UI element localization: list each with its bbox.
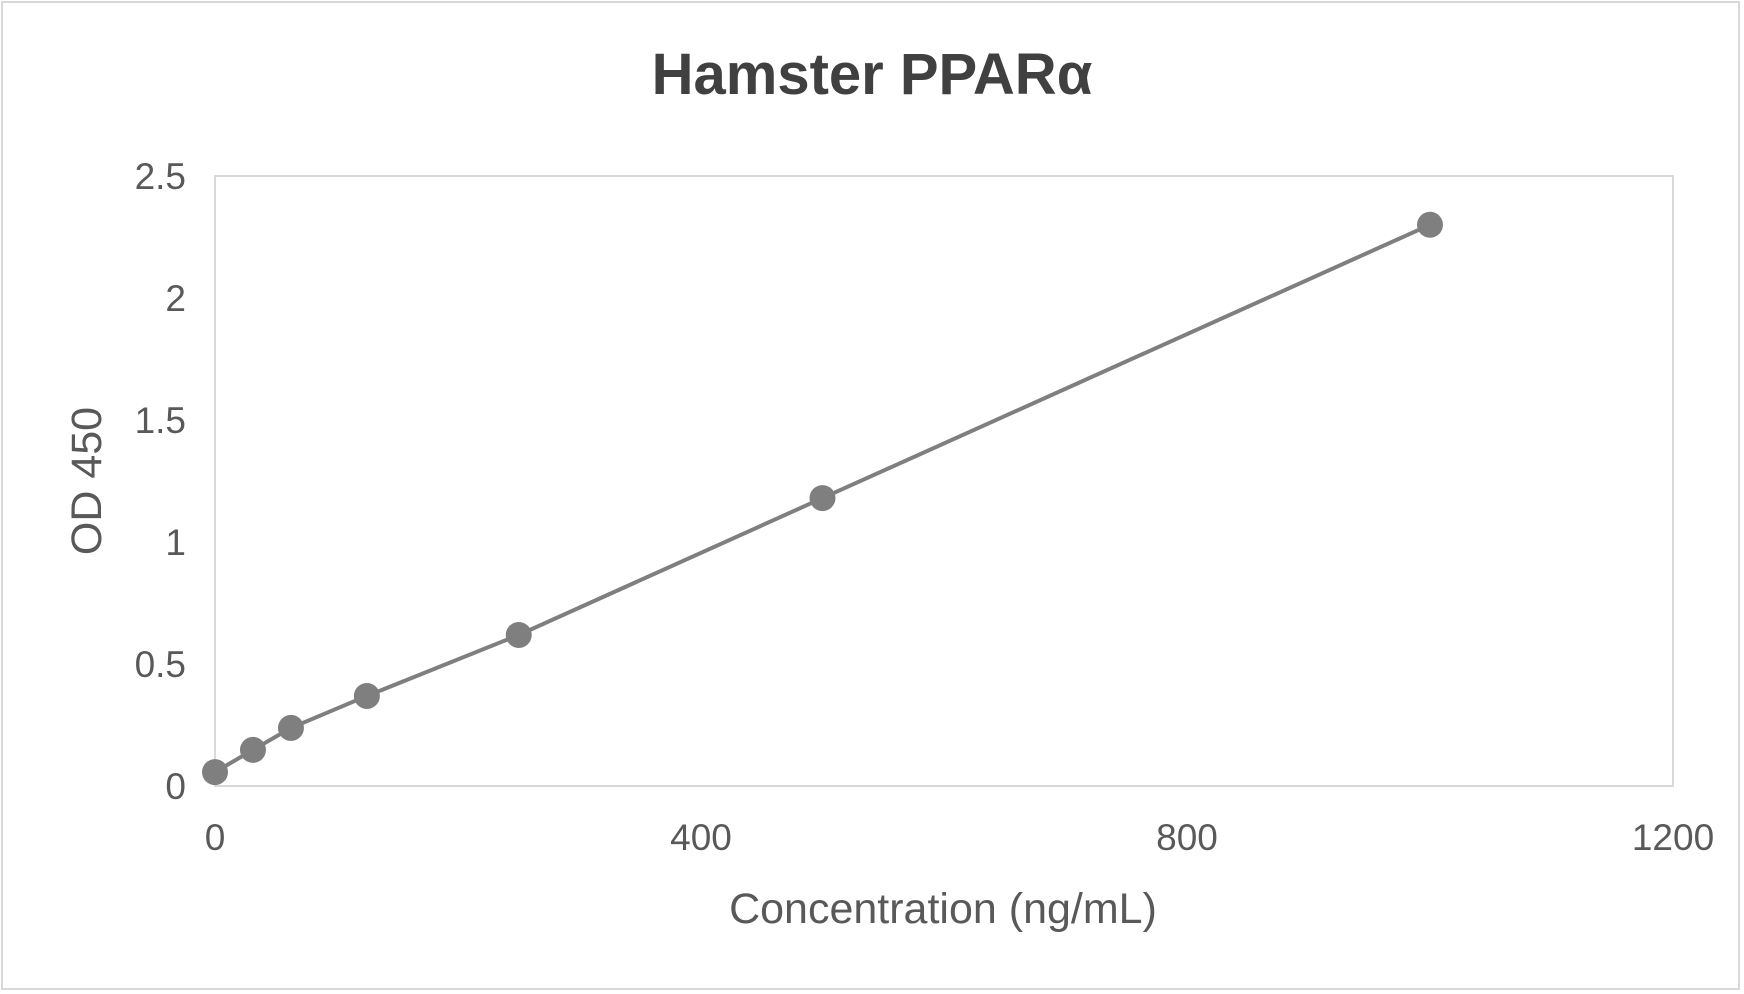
data-point-marker	[809, 485, 836, 512]
y-axis-title: OD 450	[63, 407, 111, 555]
data-point-marker	[202, 759, 228, 786]
x-tick-label: 800	[1156, 817, 1218, 858]
data-point-marker	[277, 714, 304, 741]
series-markers	[202, 211, 1443, 786]
data-point-marker	[505, 621, 532, 648]
y-axis-tick-labels: 0 0.5 1 1.5 2 2.5	[135, 156, 186, 807]
y-tick-label: 2.5	[135, 156, 186, 197]
y-tick-label: 0	[165, 766, 186, 807]
data-point-marker	[239, 736, 266, 763]
x-tick-label: 1200	[1632, 817, 1714, 858]
x-axis-title: Concentration (ng/mL)	[729, 885, 1157, 933]
y-tick-label: 1.5	[135, 400, 186, 441]
y-tick-label: 0.5	[135, 644, 186, 685]
x-tick-label: 400	[670, 817, 732, 858]
plot-border	[214, 175, 1674, 787]
y-tick-label: 2	[165, 278, 186, 319]
x-tick-label: 0	[205, 817, 226, 858]
chart-title: Hamster PPARα	[651, 42, 1093, 107]
data-point-marker	[1417, 211, 1443, 238]
data-point-marker	[353, 682, 380, 709]
y-tick-label: 1	[165, 522, 186, 563]
x-axis-tick-labels: 0 400 800 1200	[205, 817, 1714, 858]
